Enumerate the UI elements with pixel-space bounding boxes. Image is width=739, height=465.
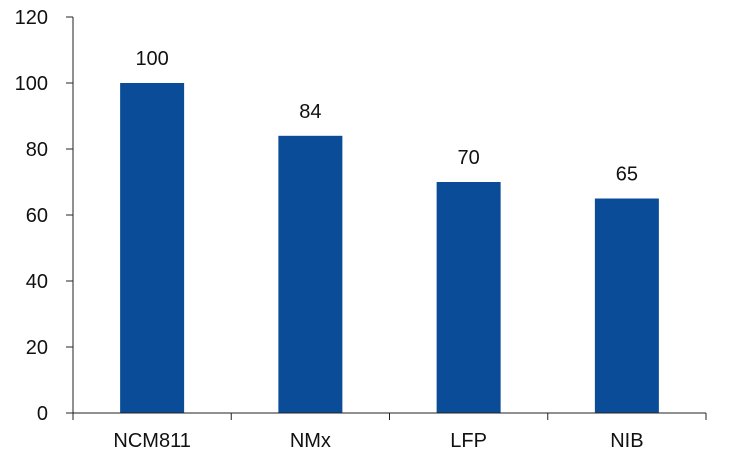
y-tick-label-0: 0 (37, 403, 48, 425)
y-tick-label-80: 80 (26, 139, 48, 161)
x-tick-label-lfp: LFP (450, 430, 487, 452)
y-tick-label-40: 40 (26, 271, 48, 293)
bars-layer (120, 83, 659, 414)
x-tick-label-nib: NIB (610, 430, 643, 452)
y-tick-label-60: 60 (26, 205, 48, 227)
x-tick-label-ncm811: NCM811 (113, 430, 190, 452)
labels-layer: 100 NCM811 84 NMx 70 LFP 65 NIB 0 20 40 60 80 100 120 (15, 7, 644, 452)
y-tick-label-100: 100 (15, 73, 48, 95)
data-label-ncm811: 100 (135, 48, 168, 70)
data-label-lfp: 70 (458, 147, 480, 169)
bar-nmx (278, 135, 343, 414)
bar-nib (594, 198, 659, 413)
y-tick-label-20: 20 (26, 337, 48, 359)
x-tick-label-nmx: NMx (290, 430, 331, 452)
bar-lfp (436, 182, 501, 413)
bar-ncm811 (120, 83, 185, 413)
data-label-nmx: 84 (299, 101, 321, 123)
axes-layer (66, 16, 707, 420)
data-label-nib: 65 (616, 164, 638, 186)
y-tick-label-120: 120 (15, 7, 48, 29)
